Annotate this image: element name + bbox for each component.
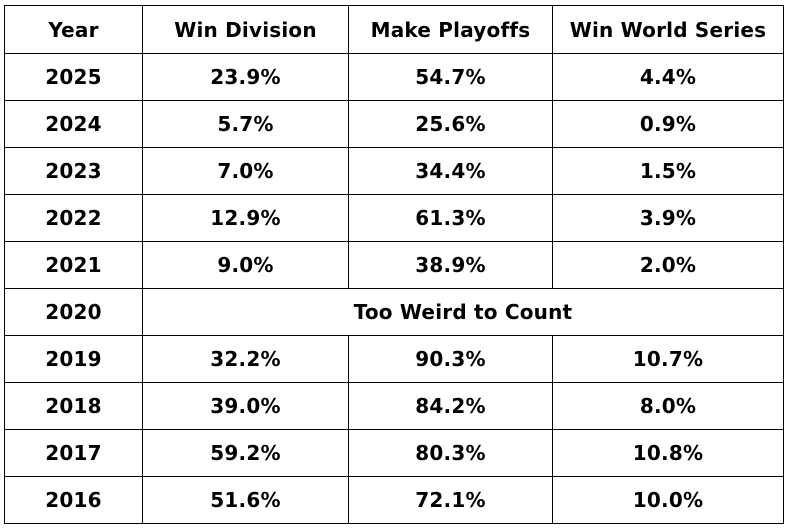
win-division-cell: 7.0% — [142, 147, 349, 195]
header-year: Year — [4, 5, 143, 54]
table-row: 2025 23.9% 54.7% 4.4% — [4, 53, 784, 101]
table-row: 2017 59.2% 80.3% 10.8% — [4, 429, 784, 477]
win-world-series-cell: 2.0% — [552, 241, 784, 289]
year-cell: 2023 — [4, 147, 143, 195]
make-playoffs-cell: 72.1% — [348, 476, 553, 524]
table-row: 2024 5.7% 25.6% 0.9% — [4, 100, 784, 148]
make-playoffs-cell: 54.7% — [348, 53, 553, 101]
table-row: 2021 9.0% 38.9% 2.0% — [4, 241, 784, 289]
year-cell: 2024 — [4, 100, 143, 148]
table-row: 2022 12.9% 61.3% 3.9% — [4, 194, 784, 242]
win-division-cell: 59.2% — [142, 429, 349, 477]
win-division-cell: 51.6% — [142, 476, 349, 524]
year-cell: 2021 — [4, 241, 143, 289]
year-cell: 2025 — [4, 53, 143, 101]
odds-table: Year Win Division Make Playoffs Win Worl… — [4, 5, 784, 524]
win-division-cell: 12.9% — [142, 194, 349, 242]
table-row: 2018 39.0% 84.2% 8.0% — [4, 382, 784, 430]
win-division-cell: 39.0% — [142, 382, 349, 430]
year-cell: 2017 — [4, 429, 143, 477]
make-playoffs-cell: 38.9% — [348, 241, 553, 289]
header-win-world-series: Win World Series — [552, 5, 784, 54]
win-world-series-cell: 10.7% — [552, 335, 784, 383]
table-header-row: Year Win Division Make Playoffs Win Worl… — [4, 5, 784, 54]
table-row: 2023 7.0% 34.4% 1.5% — [4, 147, 784, 195]
make-playoffs-cell: 61.3% — [348, 194, 553, 242]
make-playoffs-cell: 34.4% — [348, 147, 553, 195]
note-cell: Too Weird to Count — [142, 288, 784, 336]
make-playoffs-cell: 80.3% — [348, 429, 553, 477]
year-cell: 2018 — [4, 382, 143, 430]
win-division-cell: 5.7% — [142, 100, 349, 148]
make-playoffs-cell: 90.3% — [348, 335, 553, 383]
win-division-cell: 23.9% — [142, 53, 349, 101]
make-playoffs-cell: 84.2% — [348, 382, 553, 430]
win-division-cell: 9.0% — [142, 241, 349, 289]
win-world-series-cell: 3.9% — [552, 194, 784, 242]
win-world-series-cell: 10.0% — [552, 476, 784, 524]
year-cell: 2022 — [4, 194, 143, 242]
table-row: 2019 32.2% 90.3% 10.7% — [4, 335, 784, 383]
win-world-series-cell: 8.0% — [552, 382, 784, 430]
header-win-division: Win Division — [142, 5, 349, 54]
year-cell: 2020 — [4, 288, 143, 336]
win-world-series-cell: 10.8% — [552, 429, 784, 477]
win-world-series-cell: 4.4% — [552, 53, 784, 101]
header-make-playoffs: Make Playoffs — [348, 5, 553, 54]
win-division-cell: 32.2% — [142, 335, 349, 383]
year-cell: 2019 — [4, 335, 143, 383]
win-world-series-cell: 1.5% — [552, 147, 784, 195]
win-world-series-cell: 0.9% — [552, 100, 784, 148]
make-playoffs-cell: 25.6% — [348, 100, 553, 148]
year-cell: 2016 — [4, 476, 143, 524]
table-row: 2016 51.6% 72.1% 10.0% — [4, 476, 784, 524]
table-row: 2020 Too Weird to Count — [4, 288, 784, 336]
